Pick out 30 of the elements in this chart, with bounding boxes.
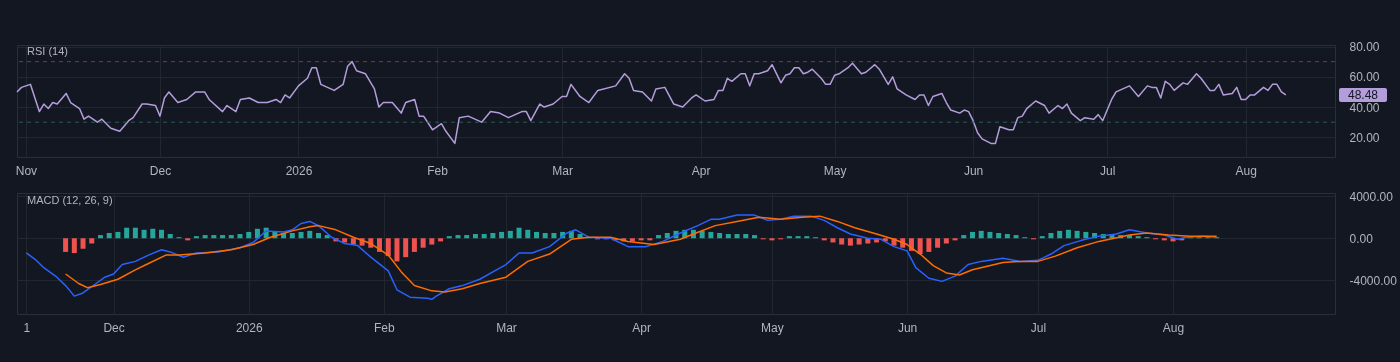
x-tick-label: 1 bbox=[23, 320, 31, 335]
y-tick-label: -4000.00 bbox=[1349, 273, 1398, 288]
chart-title: RSI (14) bbox=[27, 44, 68, 57]
x-tick-label: May bbox=[823, 163, 847, 178]
x-tick-label: 2026 bbox=[285, 163, 313, 178]
y-tick-label: 80.00 bbox=[1349, 40, 1380, 55]
y-tick-label: 60.00 bbox=[1349, 70, 1380, 85]
text: 48.48 bbox=[1347, 87, 1379, 102]
x-tick-label: May bbox=[761, 320, 784, 335]
x-tick-label: Jun bbox=[897, 320, 918, 335]
chart-title: MACD (12, 26, 9) bbox=[27, 194, 113, 207]
x-tick-label: Apr bbox=[691, 163, 711, 178]
x-tick-label: 2026 bbox=[235, 320, 263, 335]
x-tick-label: Dec bbox=[149, 163, 172, 178]
x-tick-label: Apr bbox=[632, 320, 651, 335]
x-tick-label: Nov bbox=[15, 163, 38, 178]
x-tick-label: Aug bbox=[1162, 320, 1185, 335]
y-tick-label: 0.00 bbox=[1349, 231, 1374, 246]
y-tick-label: 40.00 bbox=[1349, 100, 1380, 115]
y-tick-label: 4000.00 bbox=[1349, 189, 1394, 204]
x-tick-label: Mar bbox=[552, 163, 573, 178]
x-tick-label: Jul bbox=[1099, 163, 1116, 178]
x-tick-label: Jun bbox=[963, 163, 984, 178]
x-tick-label: Feb bbox=[427, 163, 449, 178]
x-tick-label: Mar bbox=[496, 320, 517, 335]
x-tick-label: Dec bbox=[103, 320, 125, 335]
y-tick-label: 20.00 bbox=[1349, 130, 1380, 145]
x-tick-label: Feb bbox=[374, 320, 396, 335]
x-tick-label: Aug bbox=[1235, 163, 1257, 178]
x-tick-label: Jul bbox=[1030, 320, 1047, 335]
